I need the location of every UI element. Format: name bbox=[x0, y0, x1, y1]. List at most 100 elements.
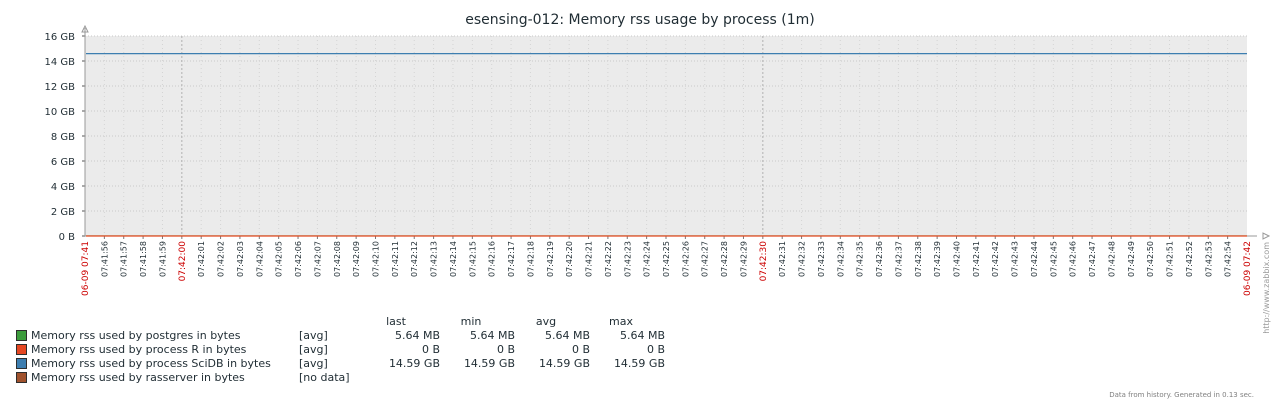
x-tick-label: 07:42:07 bbox=[313, 241, 322, 277]
x-tick-label: 07:42:21 bbox=[585, 241, 594, 277]
x-tick-label: 07:42:01 bbox=[197, 241, 206, 277]
legend-series-name: Memory rss used by postgres in bytes bbox=[31, 329, 241, 342]
y-tick-label: 0 B bbox=[59, 232, 76, 243]
x-tick-label: 07:42:02 bbox=[217, 241, 226, 277]
x-tick-label: 07:41:58 bbox=[139, 241, 148, 277]
legend-swatch bbox=[16, 358, 27, 369]
legend-func: [avg] bbox=[299, 343, 328, 356]
legend-header-max: max bbox=[609, 315, 633, 328]
x-tick-label: 07:42:00 bbox=[178, 241, 188, 282]
generation-footer: Data from history. Generated in 0.13 sec… bbox=[1109, 391, 1254, 399]
x-tick-label: 07:42:38 bbox=[914, 241, 923, 277]
x-tick-label: 07:42:25 bbox=[662, 241, 671, 277]
x-tick-label: 07:42:27 bbox=[701, 241, 710, 277]
x-tick-label: 07:42:20 bbox=[565, 241, 574, 277]
x-tick-label: 07:42:18 bbox=[526, 241, 535, 277]
x-tick-label: 07:41:59 bbox=[158, 241, 167, 277]
x-tick-label: 07:42:36 bbox=[875, 241, 884, 277]
x-tick-label: 07:42:51 bbox=[1166, 241, 1175, 277]
x-tick-label: 07:42:43 bbox=[1011, 241, 1020, 277]
x-tick-label: 07:42:39 bbox=[933, 241, 942, 277]
x-tick-label: 07:42:31 bbox=[778, 241, 787, 277]
legend-func: [avg] bbox=[299, 357, 328, 370]
x-start-label: 06-09 07:41 bbox=[81, 241, 91, 296]
chart-title: esensing-012: Memory rss usage by proces… bbox=[465, 12, 815, 28]
series-lines bbox=[86, 53, 1247, 237]
x-tick-label: 07:42:40 bbox=[953, 241, 962, 277]
x-tick-label: 07:42:34 bbox=[836, 241, 845, 277]
y-tick-label: 10 GB bbox=[44, 107, 75, 118]
x-tick-label: 07:41:57 bbox=[120, 241, 129, 277]
legend-min: 5.64 MB bbox=[469, 329, 515, 342]
chart: esensing-012: Memory rss usage by proces… bbox=[44, 12, 1271, 296]
x-tick-label: 07:42:53 bbox=[1204, 241, 1213, 277]
x-tick-label: 07:42:04 bbox=[255, 241, 264, 277]
x-tick-label: 07:42:44 bbox=[1030, 241, 1039, 277]
x-tick-label: 07:42:22 bbox=[604, 241, 613, 277]
legend-func: [no data] bbox=[299, 371, 350, 384]
legend-avg: 0 B bbox=[571, 343, 590, 356]
zabbix-watermark: http://www.zabbix.com bbox=[1262, 242, 1271, 334]
x-tick-label: 07:42:35 bbox=[856, 241, 865, 277]
legend-last: 0 B bbox=[421, 343, 440, 356]
x-axis: 06-09 07:41 07:41:56 07:41:57 07:41:58 07:41… bbox=[81, 232, 1271, 296]
x-tick-label: 07:42:24 bbox=[643, 241, 652, 277]
x-tick-label: 07:42:16 bbox=[488, 241, 497, 277]
legend-header-avg: avg bbox=[535, 315, 557, 328]
x-tick-label: 07:42:03 bbox=[236, 241, 245, 277]
legend-last: 14.59 GB bbox=[388, 357, 440, 370]
legend-swatch bbox=[16, 372, 27, 383]
legend-min: 0 B bbox=[496, 343, 515, 356]
x-end-label: 06-09 07:42 bbox=[1243, 241, 1253, 296]
x-tick-label: 07:42:45 bbox=[1049, 241, 1058, 277]
x-tick-label: 07:42:32 bbox=[798, 241, 807, 277]
x-tick-label: 07:42:48 bbox=[1107, 241, 1116, 277]
x-tick-label: 07:42:37 bbox=[894, 241, 903, 277]
x-axis-arrow bbox=[1262, 232, 1271, 240]
y-axis: 0 B 2 GB 4 GB 6 GB 8 GB 10 GB 12 GB 14 GB 16 GB bbox=[44, 24, 89, 243]
y-tick-label: 14 GB bbox=[44, 57, 75, 68]
grid bbox=[85, 35, 1247, 236]
x-tick-label: 07:42:19 bbox=[546, 241, 555, 277]
legend-series-name: Memory rss used by rasserver in bytes bbox=[31, 371, 245, 384]
y-tick-label: 4 GB bbox=[51, 182, 75, 193]
x-tick-label: 07:42:49 bbox=[1127, 241, 1136, 277]
x-tick-label: 07:42:33 bbox=[817, 241, 826, 277]
legend-max: 14.59 GB bbox=[613, 357, 665, 370]
y-tick-label: 12 GB bbox=[44, 82, 75, 93]
x-tick-label: 07:42:23 bbox=[623, 241, 632, 277]
legend-series-name: Memory rss used by process SciDB in byte… bbox=[31, 357, 271, 370]
x-tick-label: 07:42:52 bbox=[1185, 241, 1194, 277]
x-tick-label: 07:41:56 bbox=[100, 241, 109, 277]
x-tick-label: 07:42:54 bbox=[1224, 241, 1233, 277]
x-tick-label: 07:42:05 bbox=[275, 241, 284, 277]
x-tick-label: 07:42:10 bbox=[372, 241, 381, 277]
y-tick-label: 8 GB bbox=[51, 132, 75, 143]
legend-func: [avg] bbox=[299, 329, 328, 342]
x-tick-label: 07:42:09 bbox=[352, 241, 361, 277]
legend-header-min: min bbox=[460, 315, 482, 328]
legend-avg: 14.59 GB bbox=[538, 357, 590, 370]
y-axis-arrow bbox=[81, 24, 89, 33]
x-tick-label: 07:42:26 bbox=[681, 241, 690, 277]
x-tick-label: 07:42:47 bbox=[1088, 241, 1097, 277]
legend-swatch bbox=[16, 330, 27, 341]
x-tick-label: 07:42:11 bbox=[391, 241, 400, 277]
x-tick-label: 07:42:17 bbox=[507, 241, 516, 277]
x-tick-label: 07:42:50 bbox=[1146, 241, 1155, 277]
legend-last: 5.64 MB bbox=[394, 329, 440, 342]
legend-max: 0 B bbox=[646, 343, 665, 356]
x-tick-label: 07:42:13 bbox=[430, 241, 439, 277]
x-tick-label: 07:42:46 bbox=[1069, 241, 1078, 277]
x-tick-label: 07:42:29 bbox=[739, 241, 748, 277]
x-tick-label: 07:42:42 bbox=[991, 241, 1000, 277]
y-tick-label: 16 GB bbox=[44, 32, 75, 43]
y-tick-label: 2 GB bbox=[51, 207, 75, 218]
legend-header-last: last bbox=[386, 315, 406, 328]
legend-swatch bbox=[16, 344, 27, 355]
x-tick-label: 07:42:12 bbox=[410, 241, 419, 277]
x-tick-label: 07:42:15 bbox=[468, 241, 477, 277]
legend-series-name: Memory rss used by process R in bytes bbox=[31, 343, 247, 356]
x-tick-label: 07:42:08 bbox=[333, 241, 342, 277]
legend-avg: 5.64 MB bbox=[544, 329, 590, 342]
